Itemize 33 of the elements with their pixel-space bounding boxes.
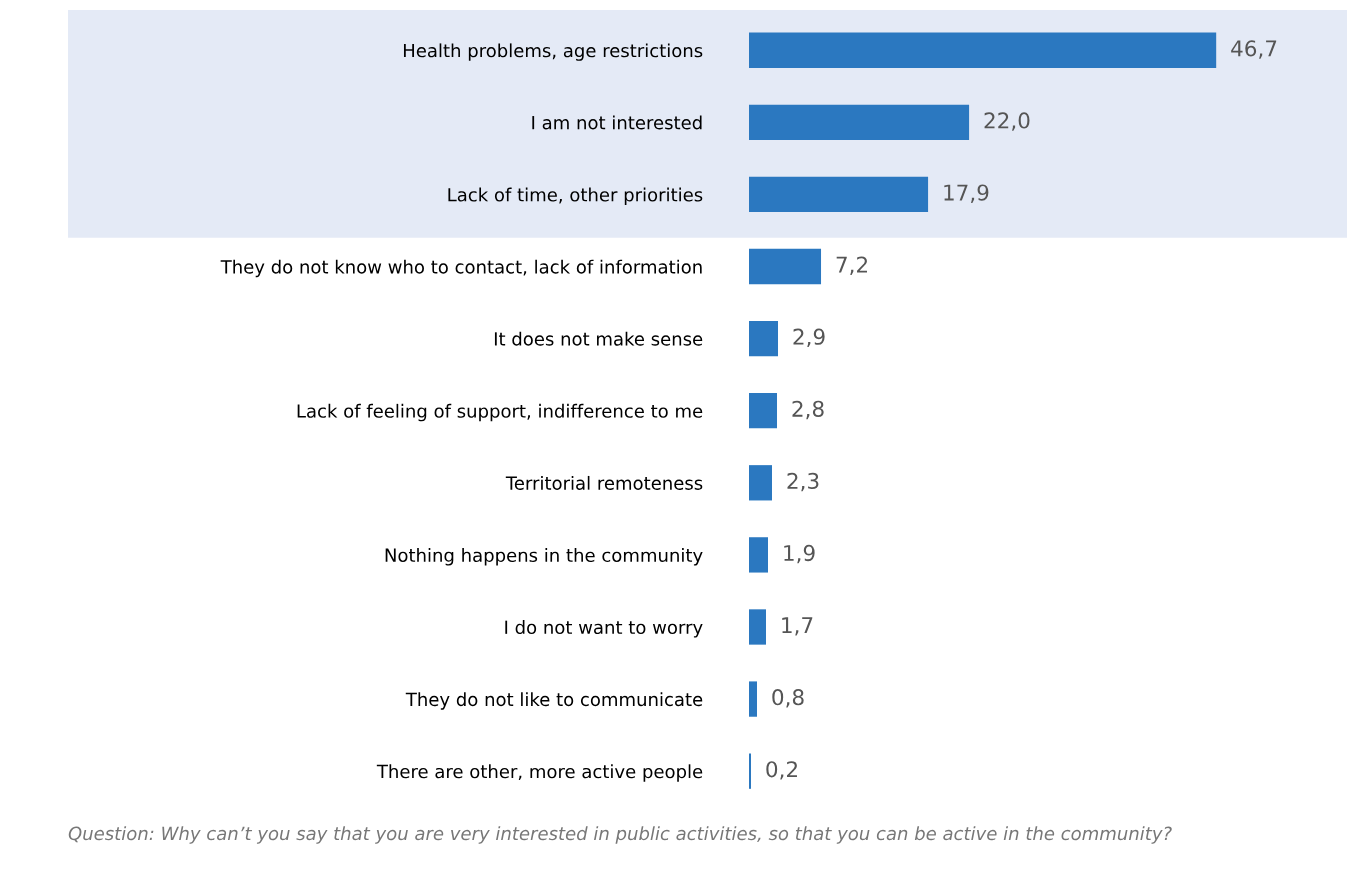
bar: [749, 176, 929, 213]
bar: [749, 393, 778, 429]
y-tick-label: Lack of time, other priorities: [448, 187, 703, 206]
bar: [749, 320, 779, 357]
y-tick-label: Territorial remoteness: [505, 475, 703, 490]
y-tick-label: I do not want to worry: [505, 620, 703, 638]
bar: [749, 609, 767, 645]
data-label: 2,9: [793, 328, 825, 348]
y-tick-label: It does not make sense: [494, 331, 703, 346]
data-label: 17,9: [944, 184, 989, 203]
data-label: 2,8: [792, 400, 824, 420]
bar: [749, 248, 822, 285]
y-tick-label: Nothing happens in the community: [385, 548, 703, 566]
y-tick-label: I am not interested: [532, 115, 702, 130]
data-label: 46,7: [1231, 40, 1277, 59]
data-label: 1,7: [782, 617, 813, 636]
bar: [749, 537, 769, 573]
y-tick-label: Lack of feeling of support, indifference to me: [297, 403, 703, 422]
y-tick-label: They do not know who to contact, lack of information: [220, 259, 702, 278]
data-label: 7,2: [836, 256, 867, 275]
text: Question: Why can’t you say that you are very interested in public activities, so that you can be active in the community?: [68, 826, 1172, 844]
data-label: 22,0: [984, 112, 1030, 131]
bar: [749, 465, 773, 501]
y-tick-label: There are other, more active people: [376, 764, 703, 782]
bar: [749, 681, 757, 717]
data-label: 2,3: [787, 472, 819, 492]
bar: [749, 32, 1217, 68]
bar: [749, 104, 970, 141]
y-tick-label: Health problems, age restrictions: [403, 43, 703, 61]
data-label: 1,9: [784, 544, 815, 564]
y-tick-label: They do not like to communicate: [405, 692, 703, 710]
data-label: 0,2: [766, 761, 797, 780]
data-label: 0,8: [772, 689, 804, 708]
